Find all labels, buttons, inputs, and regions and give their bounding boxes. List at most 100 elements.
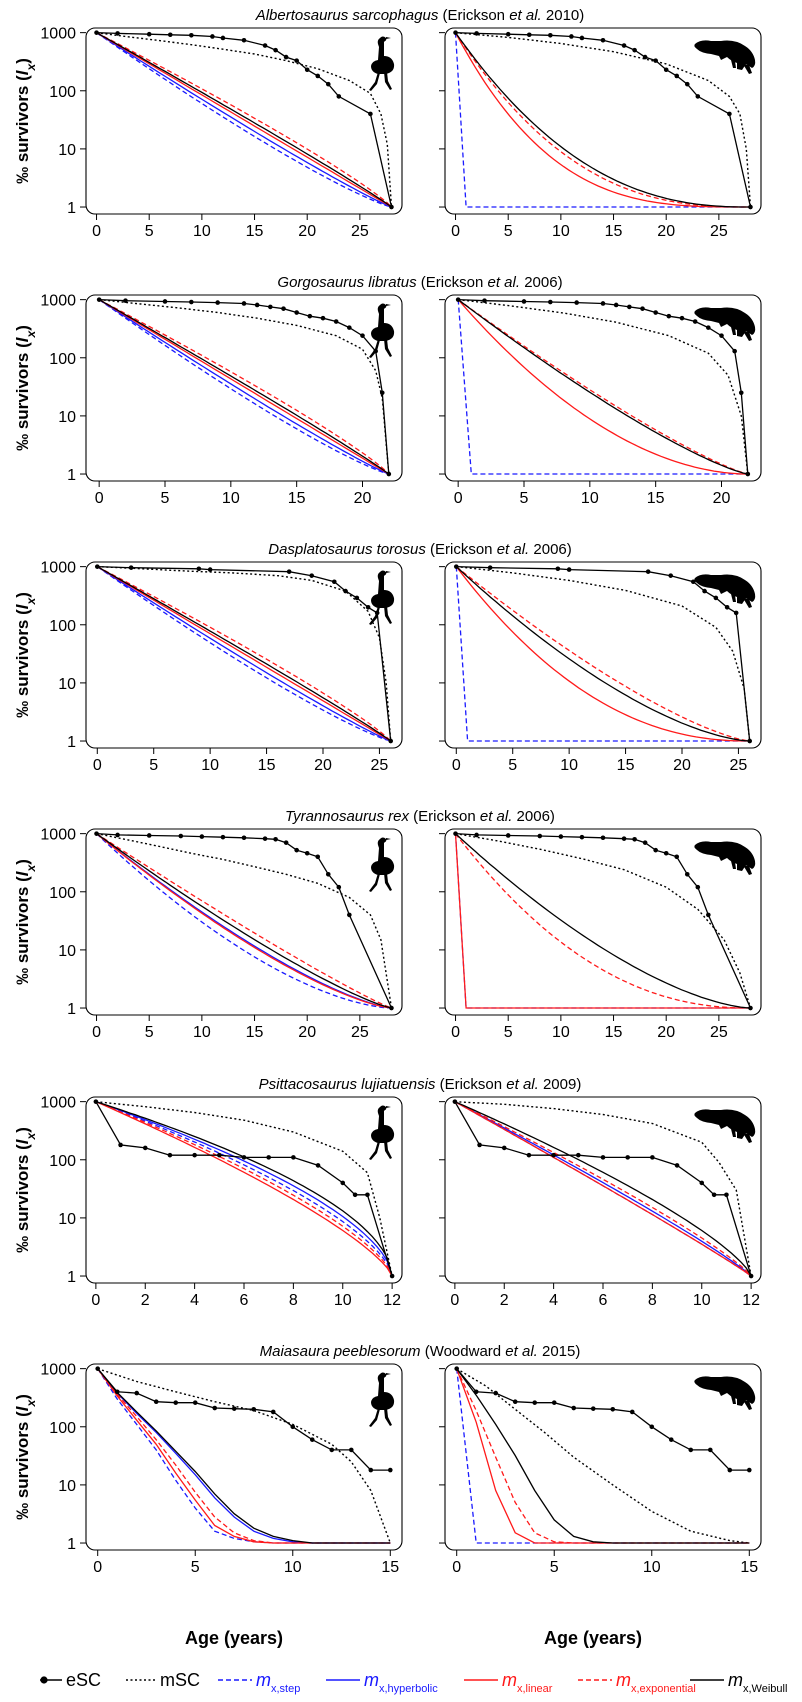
esc-point [178, 833, 184, 839]
esc-point [153, 1399, 159, 1405]
esc-point [571, 1405, 577, 1411]
esc-point [684, 81, 690, 87]
x-tick-label: 0 [91, 1292, 100, 1309]
esc-point [610, 1406, 616, 1412]
esc-point [192, 1400, 198, 1405]
esc-point [379, 390, 385, 396]
hyperbolic-series-line [96, 32, 392, 208]
x-tick-label: 0 [95, 490, 104, 507]
panel-4-left: 0 5 10 15 20 25 1 10 100 1000 [40, 827, 403, 1041]
step-series-line [456, 1368, 750, 1544]
plot-frame [85, 1363, 403, 1551]
esc-point [747, 738, 753, 744]
x-tick-label: 25 [371, 757, 389, 774]
esc-point [368, 1467, 374, 1473]
x-tick-label: 25 [730, 757, 748, 774]
esc-series-line [97, 1368, 391, 1471]
legend-marker [40, 1676, 48, 1684]
x-tick-label: 10 [560, 757, 578, 774]
y-tick-label: 1000 [40, 827, 76, 844]
esc-point [532, 1400, 538, 1405]
esc-point [482, 298, 487, 303]
legend-label: mSC [160, 1670, 200, 1690]
chart-title: Maiasaura peeblesorum (Woodward et al. 2… [260, 1343, 581, 1360]
crocodile-icon [694, 1109, 756, 1143]
weibull-series-line [454, 1101, 752, 1277]
esc-point [347, 912, 352, 918]
esc-point [95, 1366, 101, 1371]
x-tick-label: 15 [740, 1559, 758, 1576]
x-tick-label: 15 [605, 1024, 623, 1041]
esc-point [115, 31, 120, 36]
x-tick-label: 10 [643, 1559, 661, 1576]
esc-point [695, 884, 701, 890]
esc-point [142, 1145, 148, 1151]
exponential-series-line [455, 566, 750, 742]
esc-point [629, 1409, 635, 1415]
x-tick-label: 5 [161, 490, 170, 507]
legend-label: mx,hyperbolic [364, 1670, 438, 1695]
y-axis-label: ‰ survivors (lx) [13, 859, 38, 985]
esc-point [283, 840, 289, 845]
esc-point [196, 566, 202, 572]
y-axis-label: ‰ survivors (lx) [13, 58, 38, 184]
esc-point [134, 1390, 140, 1396]
linear-series-line [454, 833, 751, 1009]
esc-series-line [458, 298, 749, 475]
y-tick-label: 1 [67, 734, 76, 751]
esc-point [389, 1273, 395, 1279]
esc-point [690, 579, 696, 585]
exponential-series-line [457, 299, 748, 475]
esc-point [331, 579, 337, 585]
hyperbolic-series-line [96, 833, 392, 1009]
esc-point [746, 1467, 752, 1473]
esc-point [241, 37, 247, 43]
x-tick-label: 25 [710, 1024, 728, 1041]
x-tick-label: 20 [298, 223, 316, 240]
esc-point [632, 836, 637, 842]
esc-point [217, 1152, 222, 1158]
y-tick-label: 100 [49, 84, 76, 101]
panel-3-right: 0 5 10 15 20 25 [439, 561, 762, 774]
step-series-line [455, 566, 750, 742]
y-tick-label: 100 [49, 1153, 76, 1170]
x-tick-label: 5 [508, 757, 517, 774]
esc-series-line [455, 832, 752, 1009]
weibull-series-line [457, 299, 748, 475]
x-tick-label: 20 [298, 1024, 316, 1041]
esc-point [649, 1424, 655, 1430]
esc-point [210, 34, 215, 39]
plot-frame [444, 561, 762, 749]
legend-label: eSC [66, 1670, 101, 1690]
esc-point [674, 73, 680, 79]
ostrich-icon [369, 303, 395, 358]
esc-point [748, 204, 753, 210]
esc-point [273, 47, 278, 53]
x-tick-label: 15 [605, 223, 623, 240]
esc-point [273, 836, 278, 842]
esc-point [477, 1142, 482, 1148]
x-tick-label: 20 [354, 490, 372, 507]
esc-point [94, 30, 99, 35]
esc-point [748, 1005, 753, 1011]
esc-point [695, 94, 701, 99]
esc-point [453, 564, 459, 569]
esc-point [574, 300, 579, 305]
esc-point [600, 37, 606, 43]
esc-point [474, 31, 479, 36]
esc-point [555, 566, 561, 572]
crocodile-icon [694, 40, 756, 74]
msc-series-line [95, 1101, 393, 1277]
esc-point [199, 834, 205, 839]
exponential-series-line [96, 32, 392, 208]
esc-point [640, 306, 645, 311]
plot-frame [85, 561, 403, 749]
esc-point [512, 1399, 518, 1405]
esc-point [389, 204, 394, 210]
esc-point [505, 31, 511, 37]
esc-point [653, 310, 658, 315]
x-tick-label: 25 [351, 1024, 369, 1041]
weibull-series-line [455, 833, 751, 1009]
esc-point [474, 832, 479, 838]
esc-point [294, 847, 299, 853]
